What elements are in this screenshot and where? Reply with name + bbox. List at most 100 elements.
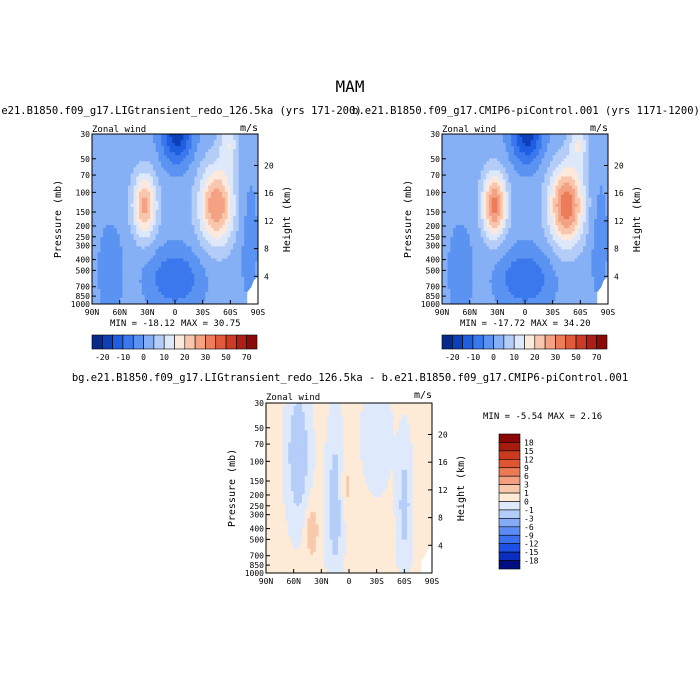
field-cell <box>122 291 126 296</box>
field-cell <box>252 152 256 156</box>
field-cell <box>208 209 212 214</box>
field-cell <box>100 258 104 262</box>
field-cell <box>205 276 209 281</box>
field-cell <box>114 246 118 250</box>
field-cell <box>199 146 204 150</box>
field-cell <box>141 155 145 159</box>
field-cell <box>177 234 181 238</box>
field-cell <box>125 234 129 238</box>
field-cell <box>602 155 606 159</box>
field-cell <box>172 273 176 278</box>
field-cell <box>122 206 126 211</box>
field-cell <box>252 270 256 275</box>
field-cell <box>455 209 459 214</box>
field-cell <box>574 152 578 156</box>
field-cell <box>158 237 162 241</box>
field-cell <box>122 294 126 299</box>
field-cell <box>92 197 96 202</box>
field-cell <box>108 185 112 190</box>
field-cell <box>161 300 165 305</box>
field-cell <box>175 149 179 153</box>
field-cell <box>453 164 457 168</box>
field-cell <box>92 167 96 171</box>
field-cell <box>560 191 565 196</box>
field-cell <box>230 170 234 174</box>
field-cell <box>580 191 584 196</box>
field-cell <box>491 182 495 187</box>
field-cell <box>241 185 245 190</box>
field-cell <box>442 152 446 156</box>
field-cell <box>191 173 195 177</box>
field-cell <box>238 215 242 220</box>
field-cell <box>92 179 96 183</box>
field-cell <box>130 170 134 174</box>
field-cell <box>169 237 173 241</box>
field-cell <box>92 164 96 168</box>
field-cell <box>505 200 509 205</box>
field-cell <box>213 176 217 180</box>
field-cell <box>444 209 448 214</box>
field-cell <box>175 285 179 290</box>
field-cell <box>580 197 584 202</box>
field-cell <box>458 155 462 159</box>
field-cell <box>585 149 590 153</box>
field-cell <box>480 197 484 202</box>
field-cell <box>103 182 107 187</box>
field-cell <box>92 288 96 293</box>
field-cell <box>494 161 498 165</box>
field-cell <box>461 191 465 196</box>
field-cell <box>111 137 115 141</box>
field-cell <box>161 240 165 244</box>
field-cell <box>605 182 609 187</box>
y2-tick-label: 4 <box>264 272 269 281</box>
field-cell <box>186 285 190 290</box>
field-cell <box>177 188 181 193</box>
field-cell <box>119 167 123 171</box>
field-cell <box>158 149 162 153</box>
field-cell <box>538 209 542 214</box>
field-cell <box>150 152 154 156</box>
field-cell <box>500 185 504 190</box>
field-cell <box>139 140 143 144</box>
field-cell <box>224 225 228 229</box>
field-cell <box>202 167 206 171</box>
field-cell <box>194 261 198 265</box>
field-cell <box>197 300 201 305</box>
field-cell <box>116 234 121 238</box>
field-cell <box>483 188 487 193</box>
field-cell <box>246 215 251 220</box>
field-cell <box>525 206 529 211</box>
field-cell <box>525 167 529 171</box>
field-cell <box>255 234 259 238</box>
field-cell <box>227 203 231 208</box>
field-cell <box>111 252 115 256</box>
field-cell <box>111 212 115 217</box>
field-cell <box>136 143 140 147</box>
field-cell <box>447 170 451 174</box>
field-cell <box>208 167 212 171</box>
field-cell <box>144 261 148 265</box>
field-cell <box>122 164 126 168</box>
field-cell <box>552 146 556 150</box>
field-cell <box>180 161 184 165</box>
field-cell <box>500 194 504 199</box>
field-cell <box>577 209 581 214</box>
field-cell <box>224 215 228 220</box>
field-cell <box>199 167 204 171</box>
field-cell <box>94 258 98 262</box>
field-cell <box>483 167 487 171</box>
field-cell <box>505 209 509 214</box>
field-cell <box>527 191 531 196</box>
field-cell <box>186 212 190 217</box>
field-cell <box>549 194 554 199</box>
field-cell <box>241 261 245 265</box>
field-cell <box>444 188 448 193</box>
field-cell <box>114 140 118 144</box>
field-cell <box>472 203 476 208</box>
field-cell <box>558 209 562 214</box>
field-cell <box>103 255 107 259</box>
field-cell <box>122 191 126 196</box>
field-cell <box>169 182 173 187</box>
field-cell <box>155 240 159 244</box>
field-cell <box>183 191 187 196</box>
